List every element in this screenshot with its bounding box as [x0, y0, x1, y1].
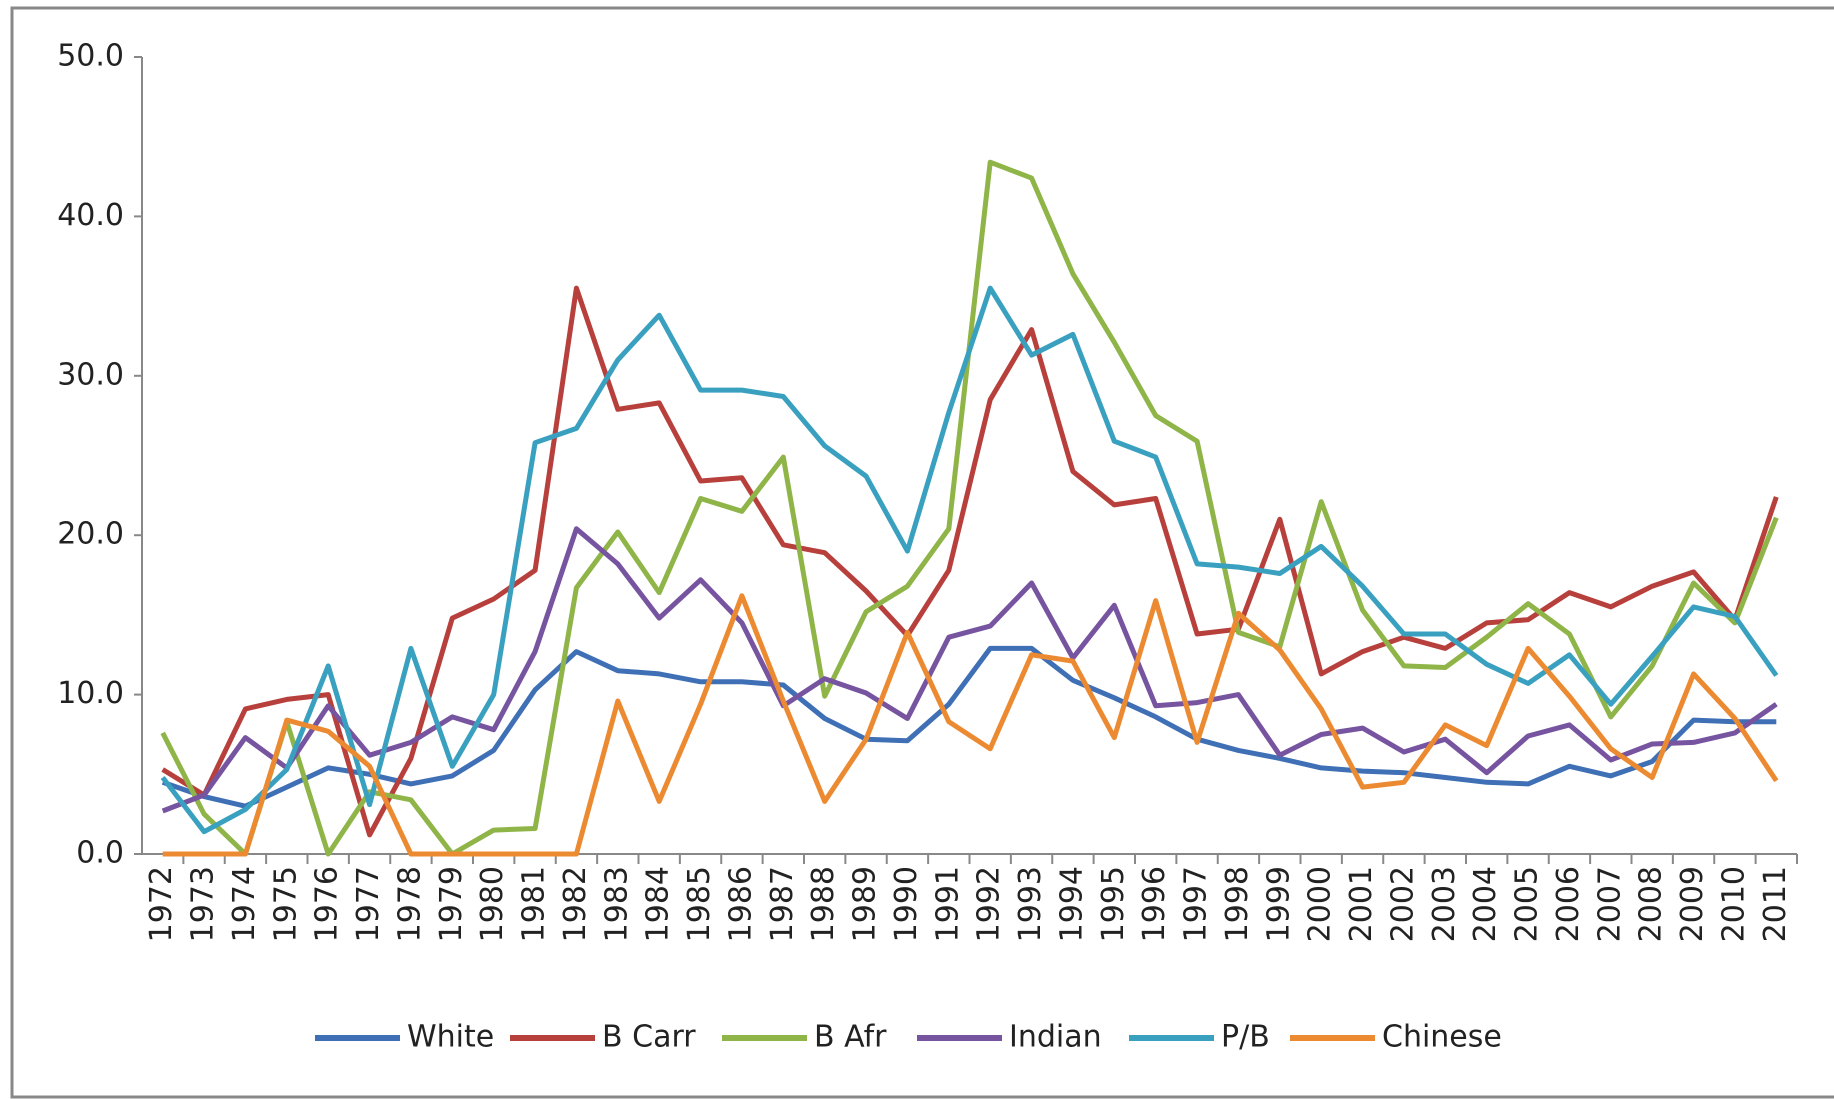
x-tick-label: 2007 — [1592, 866, 1627, 942]
line-series — [161, 526, 1778, 814]
x-tick-label: 2010 — [1716, 866, 1751, 942]
x-tick-label: 2011 — [1758, 866, 1793, 942]
x-tick-label: 1995 — [1096, 866, 1131, 942]
x-tick-label: 2002 — [1385, 866, 1420, 942]
x-tick-label: 1999 — [1261, 866, 1296, 942]
x-tick-label: 2005 — [1510, 866, 1545, 942]
x-tick-label: 1981 — [517, 866, 552, 942]
x-tick-label: 1989 — [848, 866, 883, 942]
x-tick-label: 1979 — [434, 866, 469, 942]
x-tick-label: 1972 — [144, 866, 179, 942]
x-tick-label: 1991 — [930, 866, 965, 942]
x-tick-label: 2000 — [1303, 866, 1338, 942]
x-tick-label: 1987 — [765, 866, 800, 942]
y-tick-label: 30.0 — [57, 357, 124, 392]
line-series — [161, 645, 1777, 809]
y-tick-label: 0.0 — [76, 836, 124, 871]
x-tick-label: 2004 — [1468, 866, 1503, 942]
x-tick-label: 1988 — [806, 866, 841, 942]
x-tick-label: 2003 — [1427, 866, 1462, 942]
x-tick-label: 1993 — [1013, 866, 1048, 942]
x-tick-label: 1976 — [310, 866, 345, 942]
line-series — [160, 285, 1779, 835]
chart-frame — [10, 6, 1834, 1099]
x-tick-label: 2009 — [1675, 866, 1710, 942]
x-tick-label: 1986 — [723, 866, 758, 942]
legend-label: White — [407, 1020, 494, 1055]
y-tick-label: 10.0 — [57, 676, 124, 711]
x-tick-label: 1978 — [392, 866, 427, 942]
x-tick-label: 1997 — [1179, 866, 1214, 942]
legend-label: P/B — [1221, 1020, 1270, 1055]
x-tick-label: 1996 — [1137, 866, 1172, 942]
legend-label: Indian — [1009, 1020, 1102, 1055]
x-tick-label: 1983 — [599, 866, 634, 942]
x-tick-label: 2006 — [1551, 866, 1586, 942]
y-tick-label: 40.0 — [57, 198, 124, 233]
x-tick-label: 2001 — [1344, 866, 1379, 942]
y-tick-label: 50.0 — [57, 39, 124, 74]
x-tick-label: 1973 — [186, 866, 221, 942]
x-tick-label: 1990 — [889, 866, 924, 942]
x-tick-label: 1975 — [268, 866, 303, 942]
x-tick-label: 1998 — [1220, 866, 1255, 942]
y-tick-label: 20.0 — [57, 517, 124, 552]
legend-label: Chinese — [1382, 1020, 1502, 1055]
x-tick-label: 1984 — [641, 866, 676, 942]
x-tick-label: 1992 — [972, 866, 1007, 942]
x-tick-label: 1980 — [475, 866, 510, 942]
legend-label: B Afr — [814, 1020, 887, 1055]
x-tick-label: 1974 — [227, 866, 262, 942]
x-tick-label: 2008 — [1634, 866, 1669, 942]
x-tick-label: 1985 — [682, 866, 717, 942]
line-series — [162, 593, 1779, 857]
x-tick-label: 1994 — [1054, 866, 1089, 942]
x-tick-label: 1977 — [351, 866, 386, 942]
x-tick-label: 1982 — [558, 866, 593, 942]
legend-label: B Carr — [602, 1020, 696, 1055]
